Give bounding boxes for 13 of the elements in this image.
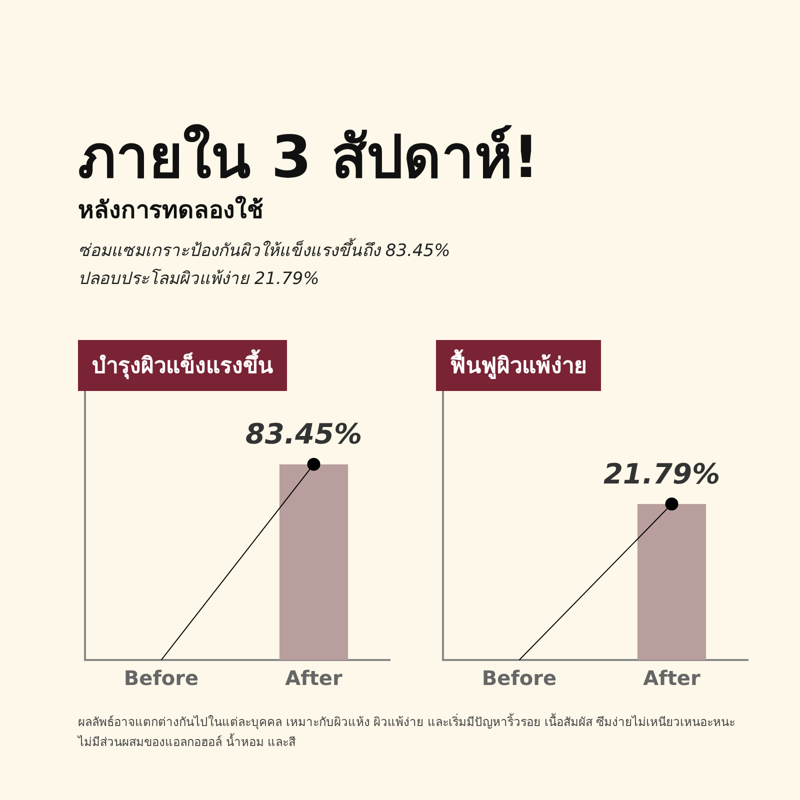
x-tick-label: Before <box>124 666 199 690</box>
text: ผลลัพธ์อาจแตกต่างกันไปในแต่ละบุคคล เหมาะกับผิวแห้ง ผิวแพ้ง่าย และเริ่มมีปัญหาริ้วรอย เนื้อสัมผัส ซึมง่ายไม่เหนียวเหนอะหนะ ไม่มีส่วนผสมของแอลกอฮอล์ น้ำหอม และสี <box>78 712 736 751</box>
x-tick-label: After <box>643 666 700 690</box>
text: ซ่อมแซมเกราะป้องกันผิวให้แข็งแรงขึ้นถึง 83.45% <box>78 237 450 263</box>
x-tick-label: Before <box>482 666 557 690</box>
x-tick-label: After <box>285 666 342 690</box>
text: ปลอบประโลมผิวแพ้ง่าย 21.79% <box>78 268 320 291</box>
data-label: 21.79% <box>603 457 720 490</box>
text: หลังการทดลองใช้ <box>78 194 263 226</box>
text: ภายใน 3 สัปดาห์! <box>78 123 540 191</box>
data-label: 83.45% <box>245 418 362 451</box>
chart-title: บำรุงผิวแข็งแรงขึ้น <box>78 340 287 391</box>
chart-title: ฟื้นฟูผิวแพ้ง่าย <box>436 340 601 391</box>
